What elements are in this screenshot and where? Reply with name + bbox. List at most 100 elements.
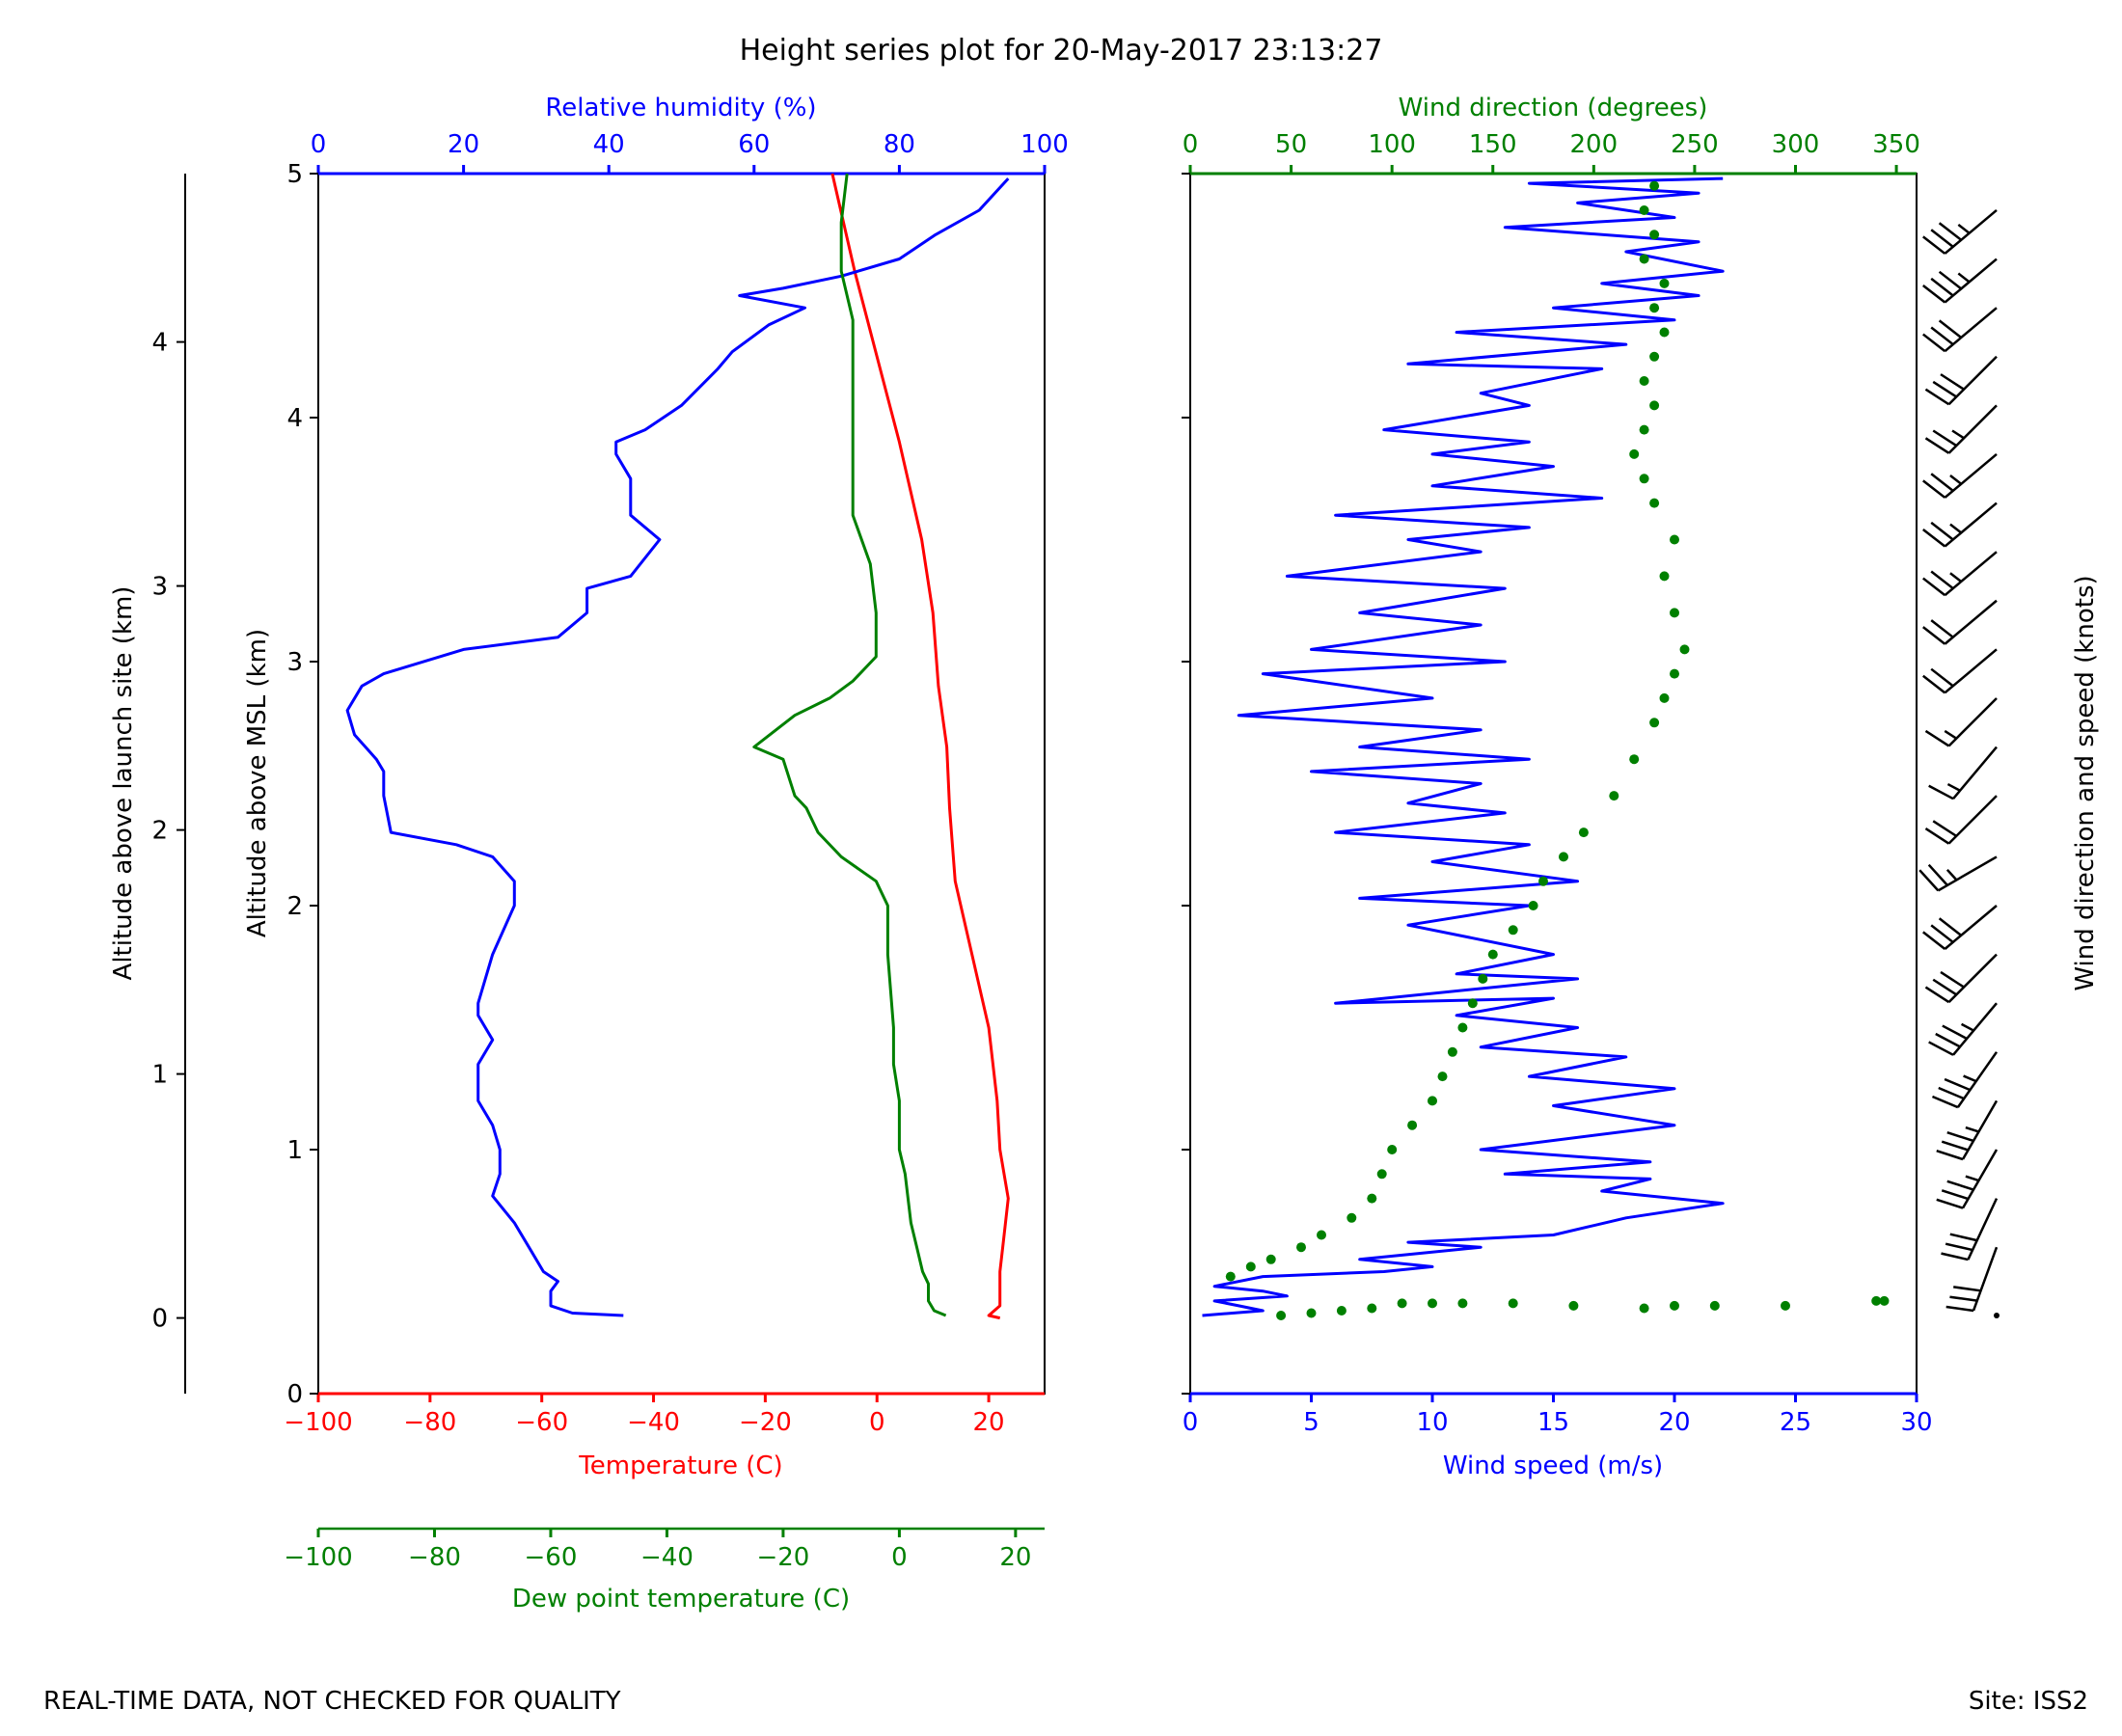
wind-barb-feather	[1928, 1041, 1954, 1056]
wind-direction-point	[1639, 205, 1649, 215]
wind-barb-feather	[1930, 277, 1954, 297]
wind-barb-staff	[1944, 307, 1998, 353]
wind-direction-tick-label: 250	[1671, 130, 1719, 159]
wind-direction-point	[1397, 1298, 1407, 1309]
wind-speed-tick-label: 30	[1900, 1408, 1932, 1437]
humidity-tick-label: 100	[1020, 130, 1069, 159]
wind-barb-feather	[1949, 1295, 1977, 1302]
wind-barb-feather	[1938, 917, 1962, 936]
wind-speed-tick-label: 25	[1780, 1408, 1811, 1437]
thermo-panel-frame	[317, 173, 1046, 1395]
wind-barb	[1928, 746, 1998, 800]
wind-direction-point	[1467, 998, 1478, 1009]
wind-barb-feather	[1928, 784, 1954, 800]
wind-barb	[1924, 355, 1998, 406]
wind-barb-feather	[1949, 1233, 1977, 1242]
wind-barb-feather	[1936, 1150, 1964, 1161]
wind-direction-point	[1639, 1303, 1649, 1314]
wind-barb-feather	[1922, 235, 1946, 255]
wind-direction-tick-label: 350	[1872, 130, 1920, 159]
wind-direction-point	[1457, 1298, 1468, 1309]
wind-barb-feather	[1922, 626, 1946, 645]
wind-barb-feather	[1946, 1180, 1974, 1191]
wind-direction-point	[1508, 1298, 1518, 1309]
temperature-tick-label: 20	[973, 1408, 1005, 1437]
temperature-tick-label: −40	[627, 1408, 680, 1437]
msl-axis-label: Altitude above MSL (km)	[243, 629, 272, 937]
wind-barb-feather	[1935, 1032, 1961, 1048]
wind-barb-feather	[1930, 570, 1954, 590]
wind-barb-feather	[1940, 970, 1965, 989]
wind-barb-staff	[1944, 452, 1998, 499]
wind-barb-half-feather	[1957, 272, 1971, 284]
wind-barb-feather	[1930, 667, 1954, 688]
wind-direction-tick-label: 150	[1469, 130, 1517, 159]
wind-speed-tick-label: 0	[1183, 1408, 1199, 1437]
wind-barb-staff	[1947, 697, 1998, 747]
wind-barb-staff	[1944, 258, 1998, 304]
wind-barb-feather	[1918, 869, 1940, 892]
wind-direction-point	[1336, 1306, 1347, 1316]
wind-barb-feather	[1941, 1140, 1969, 1152]
wind-direction-tick-label: 100	[1368, 130, 1416, 159]
temperature-axis-label: Temperature (C)	[578, 1451, 782, 1480]
wind-barb-staff	[1944, 648, 1998, 694]
wind-direction-point	[1508, 925, 1518, 936]
dewpoint-tick-label: −20	[756, 1543, 809, 1572]
wind-barb-staff	[1947, 953, 1998, 1003]
wind-direction-point	[1879, 1295, 1890, 1306]
wind-barb-staff	[1952, 1002, 1998, 1056]
launch-site-tick-label: 4	[151, 329, 168, 358]
wind-barb-feather	[1930, 924, 1954, 943]
wind-barb-feather	[1922, 577, 1946, 597]
wind-barb-feather	[1940, 373, 1965, 391]
wind-direction-point	[1225, 1271, 1236, 1282]
wind-barb-half-feather	[1960, 1022, 1974, 1032]
wind-direction-point	[1871, 1295, 1882, 1306]
wind-direction-point	[1649, 351, 1660, 362]
wind-barb	[1994, 1313, 2000, 1319]
wind-barb	[1931, 1051, 1999, 1109]
wind-barb	[1924, 697, 1998, 747]
wind-ticks: 0 50 100 150 200 250 300 350 0 5 10 15 20 25 30	[1182, 130, 1933, 1437]
wind-barb	[1922, 452, 1998, 499]
temperature-tick-label: −20	[739, 1408, 792, 1437]
wind-barb-staff	[1937, 855, 1998, 892]
wind-speed-tick-label: 10	[1416, 1408, 1448, 1437]
wind-barb-feather	[1930, 521, 1954, 541]
wind-barb-feather	[1924, 437, 1950, 454]
wind-barb-feather	[1938, 319, 1962, 339]
wind-speed-tick-label: 15	[1537, 1408, 1569, 1437]
wind-direction-point	[1639, 254, 1649, 264]
wind-barb-half-feather	[1949, 572, 1962, 583]
wind-barb	[1922, 208, 1998, 255]
launch-site-tick-label: 3	[151, 573, 168, 602]
wind-speed-tick-label: 5	[1303, 1408, 1319, 1437]
wind-barb-feather	[1936, 1198, 1964, 1209]
wind-direction-point	[1437, 1071, 1448, 1082]
dewpoint-series-line	[752, 173, 947, 1317]
wind-barb-staff	[1947, 404, 1998, 454]
wind-panel-frame	[1189, 173, 1918, 1395]
wind-barb	[1918, 855, 1998, 892]
temperature-tick-label: 0	[869, 1408, 885, 1437]
wind-direction-point	[1265, 1254, 1276, 1264]
wind-direction-tick-label: 300	[1772, 130, 1820, 159]
wind-barb	[1936, 1149, 1999, 1209]
wind-barb-staff	[1944, 551, 1998, 597]
thermo-ticks: 0 20 40 60 80 100−100 −80 −60 −40 −20 0 20−100 −80 −6…	[151, 130, 1068, 1572]
msl-tick-label: 4	[286, 404, 303, 433]
wind-barb-feather	[1941, 1252, 1969, 1261]
wind-direction-point	[1367, 1303, 1377, 1314]
dewpoint-axis-label: Dew point temperature (C)	[512, 1585, 850, 1614]
humidity-axis-label: Relative humidity (%)	[545, 94, 816, 122]
wind-direction-point	[1428, 1298, 1437, 1309]
wind-direction-point	[1245, 1261, 1256, 1272]
wind-barb-staff	[1961, 1099, 1999, 1160]
wind-direction-point	[1447, 1046, 1457, 1057]
wind-direction-tick-label: 50	[1275, 130, 1307, 159]
msl-tick-label: 1	[286, 1136, 303, 1165]
wind-barb-staff	[1956, 1051, 1999, 1108]
wind-barb-feather	[1930, 326, 1954, 346]
launch-site-tick-label: 0	[151, 1305, 168, 1334]
